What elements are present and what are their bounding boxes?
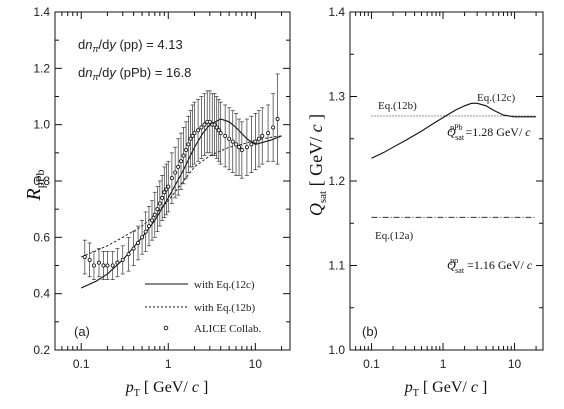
y-tick-label-b: 1.1: [328, 259, 345, 273]
data-point: [199, 125, 204, 130]
ylabel-a: RpPb: [23, 170, 47, 202]
data-point: [126, 252, 131, 257]
data-point: [146, 224, 151, 229]
y-tick-label-a: 1.0: [33, 118, 50, 132]
data-point: [230, 139, 235, 144]
data-point: [192, 131, 197, 136]
data-point: [202, 122, 207, 127]
data-point: [82, 255, 87, 260]
data-point: [105, 263, 110, 268]
series-with-eq-12b-line: [81, 135, 282, 258]
annotation-ppb: dnπ/dy (pPb) = 16.8: [78, 65, 191, 82]
plot-frame-b: [349, 11, 544, 351]
legend-label-12b: with Eq.(12b): [194, 302, 255, 314]
y-tick-label-a: 0.8: [33, 174, 50, 188]
data-point: [196, 128, 201, 133]
x-tick-label-b: 10: [508, 357, 522, 371]
series-with-eq-12c-line: [80, 118, 282, 289]
data-point: [131, 246, 136, 251]
data-point: [143, 229, 148, 234]
data-point: [218, 131, 223, 136]
data-point: [179, 159, 184, 164]
data-point: [169, 176, 174, 181]
panel-label-b: (b): [362, 324, 378, 339]
label-eq12c: Eq.(12c): [477, 92, 516, 104]
panel-a: 0.1 1 10 0.2 0.4 0.6 0.8 1.0 1.2 1.4 dnπ/dy (pp) …: [23, 5, 291, 399]
label-eq12a: Eq.(12a): [375, 230, 414, 242]
data-point: [110, 263, 115, 268]
legend-a: with Eq.(12c) with Eq.(12b) ALICE Collab…: [145, 279, 261, 335]
ticks-a: 0.1 1 10 0.2 0.4 0.6 0.8 1.0 1.2 1.4: [33, 5, 290, 371]
panel-b: 0.1 1 101.01.11.21.31.4 Eq.(12c) Eq.(12b) …: [306, 5, 544, 399]
x-tick-label-a: 0.1: [73, 357, 90, 371]
data-point: [223, 133, 228, 138]
annotation-qsat-pp: Qsatpp =1.16 GeV/ c: [447, 256, 533, 275]
data-point: [87, 257, 92, 262]
legend-marker-alice: [163, 325, 169, 331]
data-point: [166, 184, 171, 189]
y-tick-label-a: 1.2: [33, 61, 50, 75]
x-tick-label-a: 10: [249, 357, 263, 371]
y-tick-label-b: 1.3: [328, 90, 345, 104]
data-point: [207, 119, 212, 124]
series-b: [371, 102, 537, 218]
data-point: [184, 148, 189, 153]
data-point: [239, 148, 244, 153]
data-point: [162, 190, 167, 195]
xlabel-a: pT [ GeV/ c ]: [125, 379, 209, 399]
data-point: [266, 131, 271, 136]
annotation-qsat-ppb: QsatpPb =1.28 GeV/ c: [447, 123, 531, 142]
data-point: [256, 136, 261, 141]
data-point: [181, 153, 186, 158]
legend-label-12c: with Eq.(12c): [194, 279, 255, 291]
y-tick-label-a: 0.6: [33, 230, 50, 244]
data-point: [271, 125, 276, 130]
ticks-b: 0.1 1 10 1.0 1.1 1.2 1.3 1.4: [328, 5, 543, 371]
data-point: [214, 125, 219, 130]
data-point: [188, 136, 193, 141]
x-tick-label-b: 0.1: [363, 357, 380, 371]
y-tick-label-a: 0.2: [33, 343, 50, 357]
data-point: [149, 218, 154, 223]
data-point: [237, 145, 242, 150]
legend-label-alice: ALICE Collab.: [194, 323, 261, 335]
data-point: [176, 164, 181, 169]
data-point: [152, 212, 157, 217]
data-point: [91, 263, 96, 268]
plot-frame-a: [54, 11, 291, 351]
series-a: [80, 73, 282, 289]
data-point: [96, 260, 101, 265]
data-point: [101, 263, 106, 268]
data-point: [155, 207, 160, 212]
data-point: [157, 201, 162, 206]
data-point: [160, 195, 165, 200]
data-point: [115, 260, 120, 265]
data-point: [260, 133, 265, 138]
data-point: [244, 145, 249, 150]
y-tick-label-b: 1.2: [328, 174, 345, 188]
data-point: [173, 170, 178, 175]
y-tick-label-b: 1.4: [328, 5, 345, 19]
y-tick-label-a: 1.4: [33, 5, 50, 19]
data-point: [140, 235, 145, 240]
data-point: [186, 142, 191, 147]
y-tick-label-b: 1.0: [328, 343, 345, 357]
ylabel-b: Qsat [ GeV/ c ]: [306, 114, 329, 216]
annotation-pp: dnπ/dy (pp) = 4.13: [78, 37, 183, 54]
data-point: [275, 117, 280, 122]
label-eq12b: Eq.(12b): [378, 100, 417, 112]
xlabel-b: pT [ GeV/ c ]: [404, 379, 488, 399]
data-point: [120, 257, 125, 262]
data-point: [136, 240, 141, 245]
y-tick-label-a: 0.4: [33, 287, 50, 301]
data-point: [249, 142, 254, 147]
data-point: [212, 122, 217, 127]
data-point: [234, 142, 239, 147]
x-tick-label-a: 1: [165, 357, 172, 371]
x-tick-label-b: 1: [440, 357, 447, 371]
panel-label-a: (a): [74, 324, 90, 339]
data-point: [253, 139, 258, 144]
data-point: [227, 136, 232, 141]
